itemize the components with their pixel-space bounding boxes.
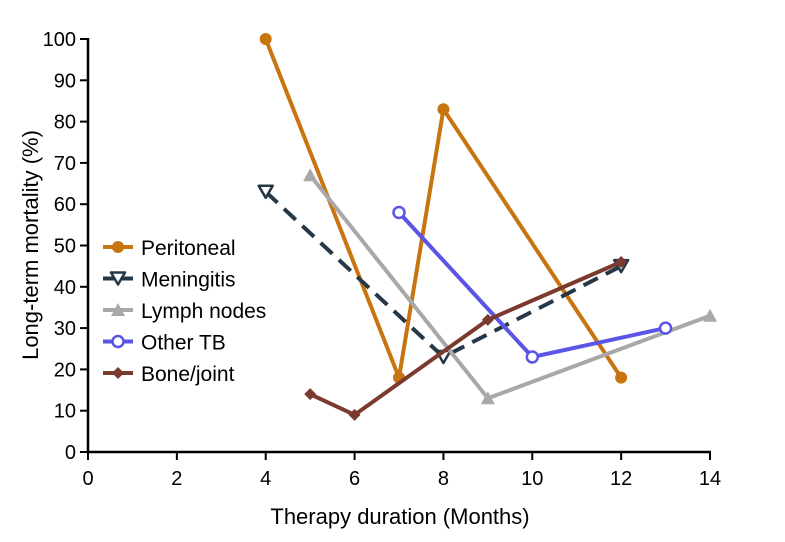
y-tick-label: 50 (54, 236, 76, 258)
series-meningitis (257, 184, 630, 365)
peritoneal-line (263, 38, 623, 380)
peritoneal-point (259, 33, 272, 45)
bone-joint-line (309, 260, 622, 417)
lymph-nodes-point (303, 168, 318, 182)
legend-item-other-tb: Other TB (103, 332, 226, 355)
lymph-nodes-point (703, 308, 717, 322)
legend-label: Lymph nodes (141, 300, 266, 323)
legend-swatch-marker (111, 334, 125, 349)
other-tb-point (525, 350, 540, 364)
series-lymph-nodes (303, 168, 717, 405)
series-bone-joint (304, 256, 628, 421)
peritoneal-point (615, 371, 628, 384)
legend-swatch-marker (112, 241, 124, 253)
bone-joint-point (615, 256, 628, 269)
other-tb-point (658, 321, 673, 335)
bone-joint-point (348, 408, 361, 421)
legend-item-peritoneal: Peritoneal (103, 237, 236, 260)
series-other-tb (392, 205, 673, 364)
y-tick-label: 100 (43, 29, 76, 51)
axes: 0 10 20 30 40 50 60 70 80 90 100 0 2 4 6 8 10 12 14 (43, 29, 722, 490)
x-tick-label: 6 (349, 468, 360, 490)
plot-area (257, 33, 717, 421)
legend-swatch-marker (109, 271, 127, 286)
y-tick-label: 0 (65, 442, 76, 464)
x-tick-label: 0 (82, 468, 93, 490)
y-tick-label: 90 (54, 70, 76, 92)
legend-label: Bone/joint (141, 363, 235, 386)
y-tick-label: 30 (54, 318, 76, 340)
other-tb-point (392, 205, 406, 220)
legend-item-meningitis: Meningitis (103, 269, 236, 292)
y-tick-label: 60 (54, 194, 76, 216)
x-tick-label: 8 (438, 468, 449, 490)
series-peritoneal (259, 33, 628, 384)
legend-swatch-marker (112, 367, 124, 379)
y-tick-label: 70 (54, 153, 76, 175)
legend-label: Meningitis (141, 269, 236, 292)
x-tick-label: 14 (699, 468, 721, 490)
legend-label: Peritoneal (141, 237, 236, 260)
legend-label: Other TB (141, 332, 226, 355)
x-ticks: 0 2 4 6 8 10 12 14 (82, 452, 721, 490)
bone-joint-point (304, 388, 317, 401)
meningitis-point (257, 184, 274, 200)
meningitis-line (264, 190, 623, 360)
x-tick-label: 2 (171, 468, 182, 490)
y-tick-label: 80 (54, 112, 76, 134)
legend-item-lymph-nodes: Lymph nodes (103, 300, 266, 323)
lymph-nodes-point (480, 391, 495, 405)
legend-swatch-marker (111, 303, 125, 316)
y-tick-label: 20 (54, 359, 76, 381)
legend-item-bone-joint: Bone/joint (103, 363, 235, 386)
peritoneal-point (437, 103, 450, 116)
x-tick-label: 10 (521, 468, 543, 490)
y-ticks: 0 10 20 30 40 50 60 70 80 90 100 (43, 29, 88, 464)
x-tick-label: 4 (260, 468, 271, 490)
y-tick-label: 10 (54, 401, 76, 423)
y-tick-label: 40 (54, 277, 76, 299)
x-tick-label: 12 (610, 468, 632, 490)
x-axis-title: Therapy duration (Months) (270, 504, 529, 529)
bone-joint-point (481, 313, 494, 326)
y-axis-title: Long-term mortality (%) (18, 130, 43, 360)
legend: Peritoneal Meningitis Lymph nodes Other TB B… (103, 237, 266, 386)
